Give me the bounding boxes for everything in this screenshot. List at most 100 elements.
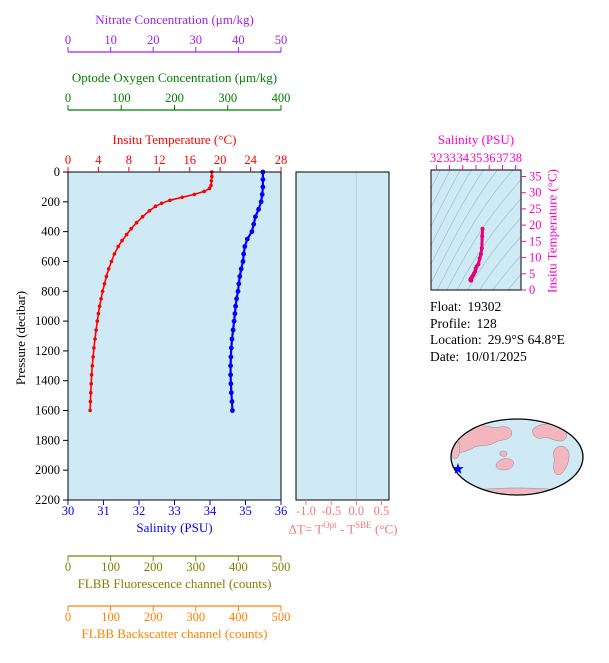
svg-text:35: 35 [529,169,542,183]
svg-text:37: 37 [496,151,509,165]
svg-text:1600: 1600 [35,404,60,418]
svg-text:30: 30 [529,186,542,200]
svg-text:0: 0 [529,283,535,297]
svg-text:0: 0 [65,560,71,574]
svg-text:15: 15 [529,234,542,248]
svg-text:1000: 1000 [35,314,60,328]
svg-text:4: 4 [95,153,102,167]
svg-text:20: 20 [147,33,160,47]
svg-text:36: 36 [275,504,288,518]
svg-text:200: 200 [144,610,163,624]
svg-text:32: 32 [133,504,146,518]
svg-text:33: 33 [443,151,456,165]
temperature-axis-title: Insitu Temperature (°C) [112,132,237,147]
nitrate-axis: 0 10 20 30 40 50 [65,33,288,53]
svg-text:40: 40 [232,33,245,47]
location-line: Location: 29.9°S 64.8°E [430,332,565,349]
svg-text:100: 100 [101,610,120,624]
svg-text:10: 10 [529,251,542,265]
delta-t-title-sup-opt: Opt [323,520,337,530]
svg-text:24: 24 [244,153,257,167]
svg-text:25: 25 [529,202,542,216]
fluorescence-axis: 0 100 200 300 400 500 [65,555,291,574]
ts-curve [468,226,485,283]
delta-t-axis: -1.0 -0.5 0.0 0.5 [296,500,389,518]
svg-text:1800: 1800 [35,433,60,447]
svg-text:20: 20 [214,153,227,167]
oxygen-axis-title: Optode Oxygen Concentration (μm/kg) [71,70,278,85]
svg-text:100: 100 [112,91,131,105]
date-line: Date: 10/01/2025 [430,349,565,366]
salinity-profile-curve [228,169,266,413]
temperature-profile-curve [88,170,214,413]
float-value: 19302 [467,299,502,314]
svg-text:1200: 1200 [35,344,60,358]
svg-text:800: 800 [41,284,60,298]
world-map-outline [450,418,584,496]
float-info: Float: 19302 Profile: 128 Location: 29.9°S … [430,299,565,365]
oxygen-axis: 0 100 200 300 400 [65,91,291,111]
svg-text:100: 100 [101,560,120,574]
svg-text:34: 34 [457,151,470,165]
svg-text:400: 400 [229,560,248,574]
temperature-axis: 0 4 8 12 16 20 24 28 [65,153,287,172]
svg-text:12: 12 [153,153,166,167]
float-label: Float: [430,299,462,314]
svg-text:500: 500 [272,560,291,574]
svg-text:0.0: 0.0 [349,504,365,518]
svg-text:2000: 2000 [35,463,60,477]
svg-text:0: 0 [65,610,71,624]
backscatter-axis-title: FLBB Backscatter channel (counts) [81,626,268,641]
svg-text:10: 10 [104,33,117,47]
svg-text:400: 400 [229,610,248,624]
svg-text:-0.5: -0.5 [321,504,341,518]
ts-temperature-axis-title: Insitu Temperature (°C) [544,169,560,293]
svg-text:30: 30 [62,504,75,518]
float-id-line: Float: 19302 [430,299,565,316]
salinity-axis: 30 31 32 33 34 35 36 [62,500,288,518]
svg-text:35: 35 [239,504,252,518]
profile-label: Profile: [430,315,471,331]
ts-salinity-axis: 32 33 34 35 36 37 38 [430,151,522,170]
location-label: Location: [430,332,482,347]
svg-text:33: 33 [168,504,181,518]
svg-text:36: 36 [483,151,496,165]
svg-text:34: 34 [204,504,217,518]
main-plot-area [68,172,281,500]
ts-temperature-axis: 0 5 10 15 20 25 30 35 [521,169,542,297]
svg-text:0: 0 [65,33,71,47]
delta-t-axis-title: ΔT= TOpt - TSBE (°C) [278,520,408,537]
svg-text:8: 8 [126,153,132,167]
svg-text:0.5: 0.5 [374,504,390,518]
svg-text:28: 28 [275,153,288,167]
svg-text:38: 38 [509,151,522,165]
svg-text:1400: 1400 [35,374,60,388]
date-label: Date: [430,348,460,364]
pressure-axis-title: Pressure (decibar) [13,290,28,386]
svg-text:-1.0: -1.0 [296,504,316,518]
svg-text:500: 500 [272,610,291,624]
profile-value: 128 [476,315,497,331]
salinity-axis-title: Salinity (PSU) [136,520,213,535]
svg-text:0: 0 [65,91,71,105]
svg-text:16: 16 [183,153,196,167]
svg-text:0: 0 [65,153,71,167]
fluorescence-axis-title: FLBB Fluorescence channel (counts) [77,576,272,591]
delta-t-title-suffix: (°C) [371,521,398,537]
svg-text:50: 50 [275,33,288,47]
delta-t-title-mid: - T [336,521,356,537]
backscatter-axis: 0 100 200 300 400 500 [65,605,291,624]
svg-text:2200: 2200 [35,493,60,507]
profile-line: Profile: 128 [430,316,565,333]
svg-text:200: 200 [144,560,163,574]
delta-t-title-prefix: ΔT= T [288,521,324,537]
float-location-star [452,463,464,474]
svg-text:300: 300 [218,91,237,105]
svg-text:400: 400 [272,91,291,105]
svg-text:200: 200 [165,91,184,105]
svg-text:35: 35 [470,151,483,165]
density-contour-lines [431,170,521,290]
svg-text:30: 30 [190,33,203,47]
